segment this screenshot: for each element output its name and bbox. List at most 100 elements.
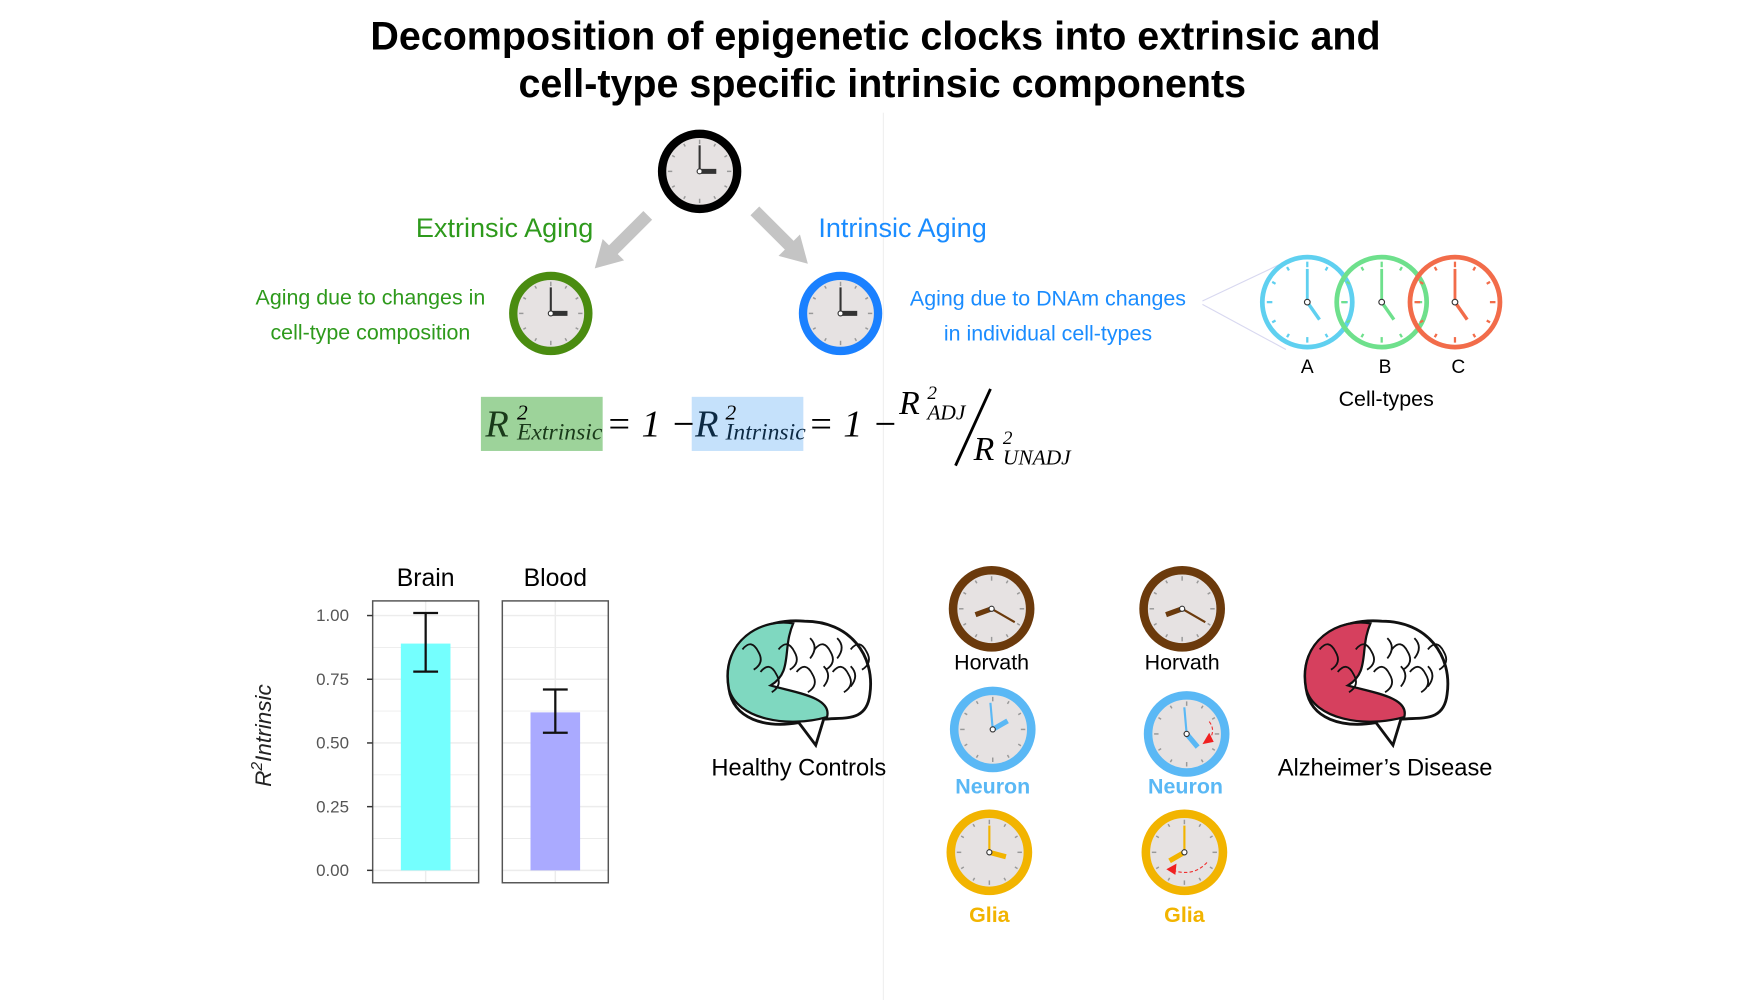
clock-tick: [1346, 280, 1351, 285]
equals-one-minus-2: = 1 −: [808, 403, 898, 445]
brain-fold: [1355, 643, 1375, 671]
clock-tick: [1472, 266, 1477, 271]
clock-tick: [1271, 319, 1277, 324]
clock-tick: [854, 337, 858, 342]
connector-line: [1202, 261, 1287, 302]
clock-tick: [1200, 759, 1204, 763]
clock-tick: [1324, 266, 1329, 271]
r-adj: R: [898, 385, 920, 422]
extrinsic-clock-icon: [509, 271, 593, 356]
neuron-clock-icon: [1143, 691, 1230, 777]
clock-tick: [1472, 333, 1477, 338]
y-tick-label: 0.00: [316, 861, 349, 880]
clock-tick: [812, 296, 817, 300]
clock-tick: [963, 622, 967, 626]
clock-tick: [724, 154, 728, 158]
alzheimers-brain-icon: [1303, 619, 1450, 749]
cell-type-label-c: C: [1451, 357, 1465, 378]
sub-unadj: UNADJ: [1003, 445, 1072, 469]
glia-label: Glia: [969, 903, 1011, 927]
brain-fold: [831, 665, 852, 693]
clock-pivot: [986, 849, 993, 856]
alzheimers-label: Alzheimer’s Disease: [1278, 756, 1493, 782]
clock-tick: [963, 591, 967, 595]
clock-tick: [1155, 866, 1160, 870]
clock-pivot: [696, 168, 703, 175]
clock-tick: [1360, 266, 1365, 271]
title-line-1: Decomposition of epigenetic clocks into …: [370, 15, 1380, 59]
clock-tick: [564, 285, 568, 289]
sub-adj: ADJ: [925, 400, 967, 424]
brain-fold: [1391, 643, 1412, 671]
arrow-right-icon: [750, 206, 808, 264]
cell-type-c-clock-icon: [1407, 254, 1503, 350]
extrinsic-desc-1: Aging due to changes in: [256, 285, 486, 309]
clock-tick: [564, 337, 568, 342]
clock-tick: [1486, 319, 1491, 324]
clock-tick: [1360, 333, 1365, 338]
clock-tick: [1003, 823, 1007, 828]
hour-hand: [1380, 301, 1396, 321]
sup: 2: [517, 400, 528, 424]
clock-tick: [1005, 633, 1009, 638]
hour-hand: [1453, 301, 1469, 321]
clock-tick: [671, 185, 676, 188]
clock-tick: [974, 580, 978, 584]
clock-tick: [1155, 835, 1160, 839]
clock-tick: [964, 743, 968, 747]
clock-tick: [824, 285, 827, 289]
brain-fold: [1318, 643, 1339, 671]
clock-tick: [683, 143, 686, 147]
sub-extrinsic: Extrinsic: [516, 420, 603, 446]
brain-fold: [1373, 665, 1394, 693]
brain-fold: [1409, 665, 1430, 693]
clock-pivot: [837, 310, 844, 317]
clock-tick: [1419, 280, 1424, 285]
y-axis-label: R2Intrinsic: [249, 683, 276, 786]
clock-tick: [1286, 333, 1290, 338]
brain-fold: [1427, 665, 1434, 688]
clock-tick: [1211, 748, 1216, 751]
clock-tick: [671, 154, 676, 158]
clock-tick: [1169, 759, 1173, 763]
horvath-clock-icon: [948, 565, 1035, 652]
glia-clock-icon: [946, 809, 1033, 896]
r-intrinsic: R: [694, 403, 718, 445]
brain-fold: [1386, 637, 1393, 659]
horvath-label: Horvath: [954, 651, 1029, 675]
glia-label: Glia: [1164, 903, 1206, 927]
y-tick-label: 1.00: [316, 606, 349, 625]
extrinsic-desc-2: cell-type composition: [270, 320, 470, 344]
y-tick-label: 0.25: [316, 797, 349, 816]
clock-tick: [1198, 823, 1202, 828]
clock-tick: [964, 712, 968, 716]
clock-tick: [1209, 866, 1213, 870]
clock-pivot: [1451, 298, 1459, 306]
clock-tick: [975, 700, 979, 705]
intrinsic-desc-1: Aging due to DNAm changes: [910, 287, 1186, 311]
brain-fold: [777, 643, 798, 671]
minute-hand: [1183, 707, 1188, 735]
neuron-clock-icon: [949, 686, 1036, 773]
clock-tick: [1196, 633, 1200, 638]
intrinsic-highlight: [691, 396, 804, 451]
clock-tick: [1286, 266, 1290, 271]
facet-label-brain: Brain: [397, 565, 455, 592]
clock-tick: [1165, 580, 1169, 584]
clock-tick: [1200, 705, 1204, 709]
clock-tick: [974, 633, 978, 638]
clock-tick: [534, 285, 538, 289]
clock-tick: [1209, 835, 1213, 839]
clock-tick: [522, 327, 527, 330]
clock-tick: [1486, 280, 1491, 285]
brain-region: [726, 621, 829, 723]
connector-line: [1202, 303, 1287, 350]
y-tick-label: 0.75: [316, 670, 349, 689]
intrinsic-desc-2: in individual cell-types: [944, 321, 1152, 345]
clock-tick: [960, 866, 965, 870]
clock-tick: [1153, 622, 1157, 626]
clock-tick: [534, 337, 538, 342]
clock-pivot: [989, 726, 996, 733]
clock-tick: [1169, 705, 1173, 709]
clock-tick: [1014, 835, 1018, 839]
